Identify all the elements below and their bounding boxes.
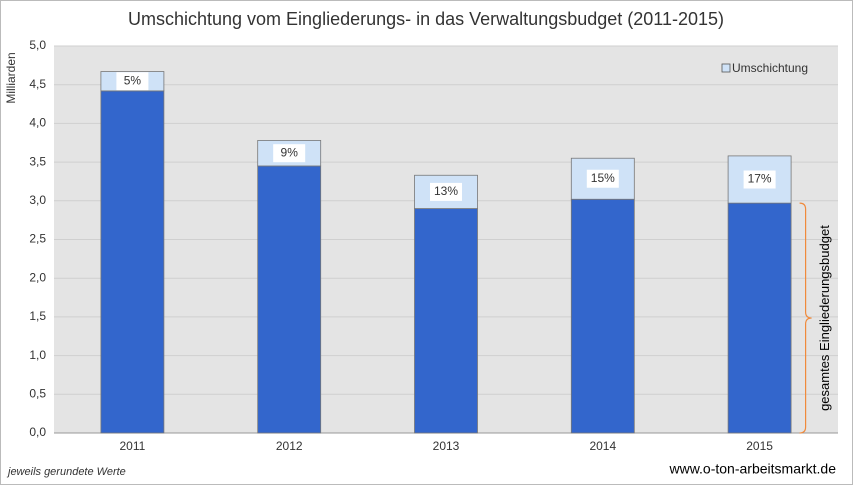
share-label: 5% [124, 73, 142, 87]
y-tick-label: 1,0 [29, 348, 46, 362]
y-tick-label: 3,5 [29, 154, 46, 168]
y-tick-label: 2,5 [29, 232, 46, 246]
brace-label: gesamtes Eingliederungsbudget [817, 225, 832, 411]
bar-segment [570, 198, 635, 434]
y-tick-label: 3,0 [29, 193, 46, 207]
source: www.o-ton-arbeitsmarkt.de [668, 461, 836, 477]
x-tick-label: 2011 [119, 439, 145, 453]
share-label: 13% [434, 184, 458, 198]
footnote: jeweils gerundete Werte [6, 466, 126, 478]
bar-segment [727, 202, 792, 434]
x-tick-label: 2013 [433, 439, 460, 453]
y-tick-label: 4,5 [29, 77, 46, 91]
share-label: 15% [591, 171, 615, 185]
share-label-box [743, 170, 776, 189]
y-tick-label: 0,5 [29, 386, 46, 400]
y-tick-label: 1,5 [29, 309, 46, 323]
y-tick-label: 5,0 [29, 38, 46, 52]
bar-segment [100, 90, 165, 434]
y-tick-label: 2,0 [29, 270, 46, 284]
share-label-box [586, 169, 619, 188]
x-tick-label: 2012 [276, 439, 303, 453]
legend-swatch [721, 63, 731, 73]
y-axis-label: Milliarden [4, 52, 18, 103]
chart-title: Umschichtung vom Eingliederungs- in das … [128, 9, 724, 29]
bar-segment [257, 165, 322, 434]
x-tick-label: 2014 [589, 439, 616, 453]
bar-segment [414, 208, 478, 434]
share-label-box [430, 182, 462, 201]
share-label: 17% [748, 172, 772, 186]
share-label-box [273, 144, 306, 163]
legend-label: Umschichtung [732, 61, 808, 75]
y-tick-label: 4,0 [29, 116, 46, 130]
share-label-box [116, 72, 149, 91]
y-tick-label: 0,0 [29, 425, 46, 439]
brace [799, 202, 812, 434]
x-tick-label: 2015 [746, 439, 773, 453]
share-label: 9% [281, 145, 299, 159]
